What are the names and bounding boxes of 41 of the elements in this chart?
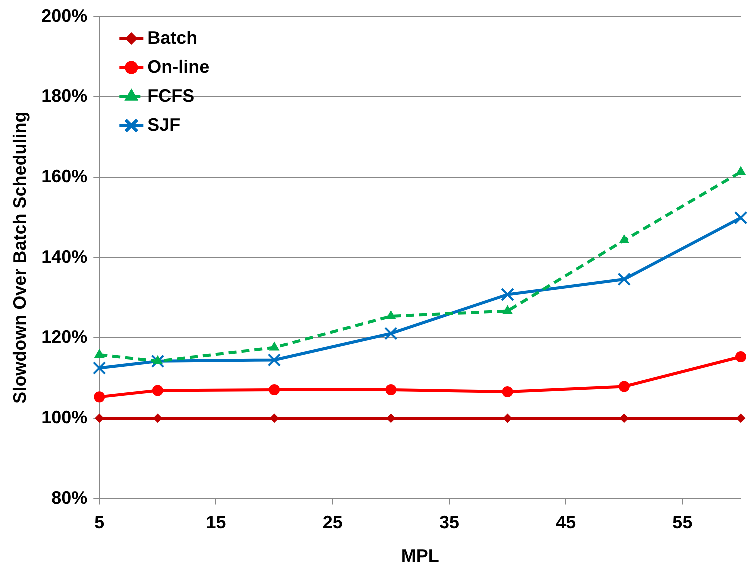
point [386, 310, 396, 320]
x-tick-label: 35 [439, 512, 460, 533]
point [94, 350, 104, 358]
point [153, 356, 163, 364]
x-tick-label: 45 [556, 512, 576, 533]
point [734, 211, 748, 225]
point [94, 392, 106, 403]
y-tick-label: 200% [42, 6, 88, 26]
x-tick-label: 55 [672, 512, 693, 533]
point [736, 166, 746, 176]
y-tick-label: 100% [42, 407, 88, 428]
point [736, 352, 746, 363]
point [151, 354, 165, 368]
y-tick-label: 120% [42, 327, 88, 348]
x-tick-label: 25 [322, 512, 343, 533]
y-tick-label: 180% [42, 86, 88, 106]
point [502, 306, 513, 314]
x-axis-title: MPL [401, 546, 440, 566]
point [618, 272, 632, 286]
point [152, 385, 164, 396]
legend-label: Batch [148, 28, 198, 48]
y-axis-title: Slowdown Over Batch Scheduling [10, 112, 30, 404]
x-tick-label: 15 [206, 512, 226, 533]
point [736, 414, 746, 423]
point [386, 384, 397, 396]
x-tick-label: 5 [94, 512, 105, 533]
point [501, 288, 514, 302]
point [502, 386, 514, 398]
legend-label: On-line [148, 56, 210, 77]
y-tick-label: 80% [52, 488, 88, 508]
point [270, 342, 280, 351]
point [268, 354, 282, 367]
point [92, 362, 106, 375]
point [269, 384, 280, 396]
point [620, 235, 630, 244]
point [618, 381, 630, 392]
y-tick-label: 140% [42, 246, 88, 267]
y-tick-label: 160% [42, 166, 88, 186]
point [384, 327, 398, 340]
legend-label: FCFS [148, 86, 195, 106]
legend-label: SJF [148, 114, 181, 135]
